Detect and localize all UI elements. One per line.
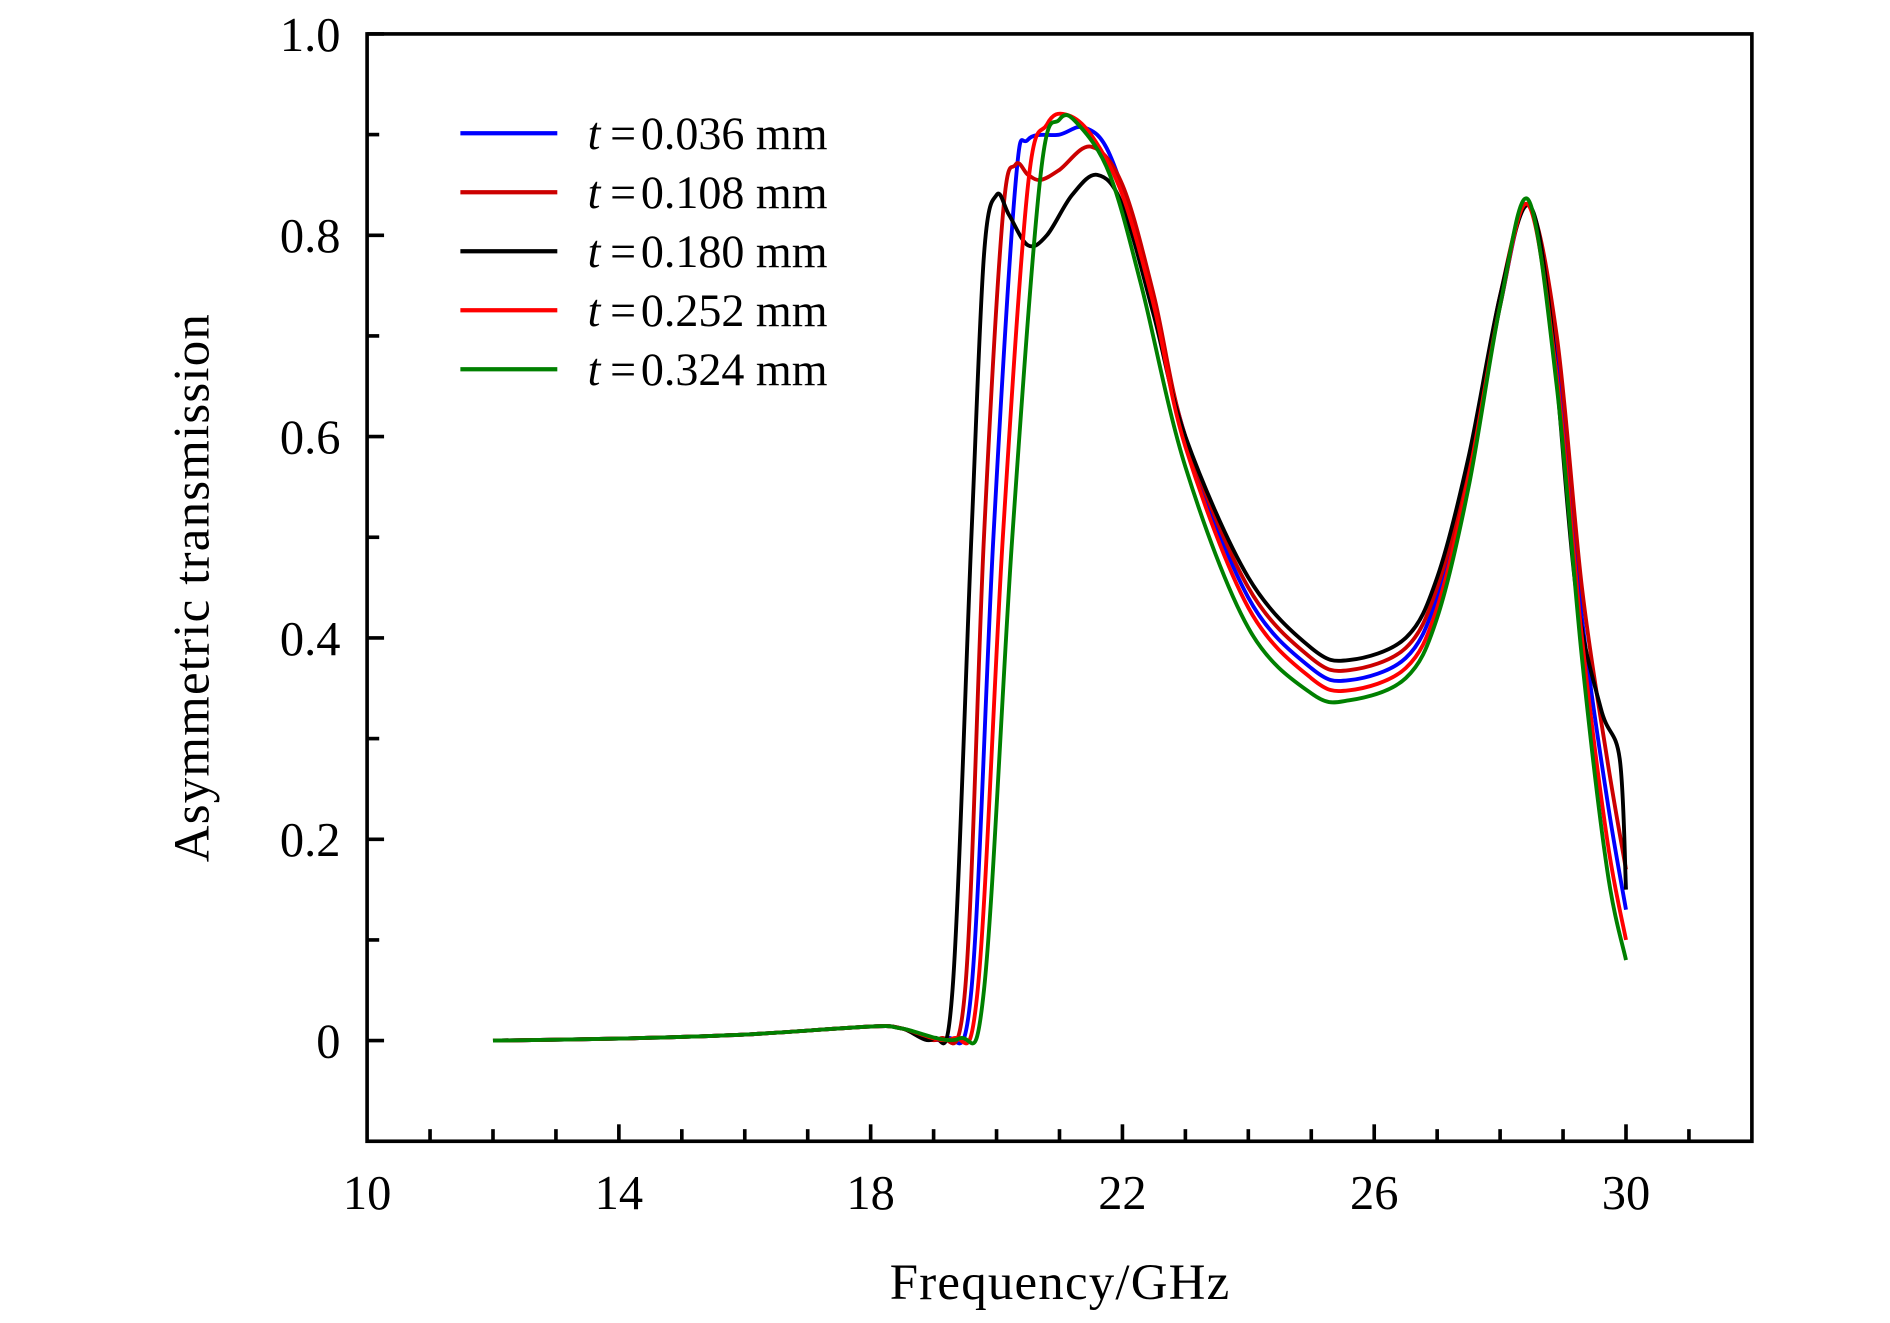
- legend-label: t = 0.108 mm: [588, 167, 828, 218]
- x-tick-label: 10: [343, 1167, 391, 1220]
- legend-label: t = 0.180 mm: [588, 226, 828, 277]
- y-axis-ticks: 0 0.2 0.4 0.6 0.8 1.0: [280, 9, 385, 1069]
- x-tick-label: 18: [846, 1167, 894, 1220]
- x-axis-ticks: 10 14 18 22 26 30: [343, 1124, 1691, 1220]
- series-line-2: [492, 144, 1628, 1046]
- y-tick-label: 0.6: [280, 412, 341, 465]
- x-tick-label: 14: [595, 1167, 643, 1220]
- curves: [492, 111, 1628, 1046]
- x-tick-label: 22: [1098, 1167, 1146, 1220]
- y-axis-title: Asymmetric transmission: [164, 313, 220, 862]
- legend: t = 0.036 mm t = 0.108 mm t = 0.180 mm t = 0.252 mm…: [460, 108, 828, 395]
- series-line-5: [492, 113, 1628, 1046]
- plot-frame: [365, 32, 1754, 1144]
- y-tick-label: 0.8: [280, 210, 341, 263]
- legend-label: t = 0.252 mm: [588, 285, 828, 336]
- y-tick-label: 0: [316, 1016, 340, 1069]
- x-tick-label: 26: [1350, 1167, 1398, 1220]
- y-tick-label: 0.4: [280, 613, 341, 666]
- y-tick-label: 0.2: [280, 814, 341, 867]
- x-axis-title: Frequency/GHz: [890, 1255, 1231, 1311]
- x-tick-label: 30: [1602, 1167, 1650, 1220]
- y-tick-label: 1.0: [280, 9, 341, 62]
- legend-label: t = 0.036 mm: [588, 108, 828, 159]
- legend-label: t = 0.324 mm: [588, 344, 828, 395]
